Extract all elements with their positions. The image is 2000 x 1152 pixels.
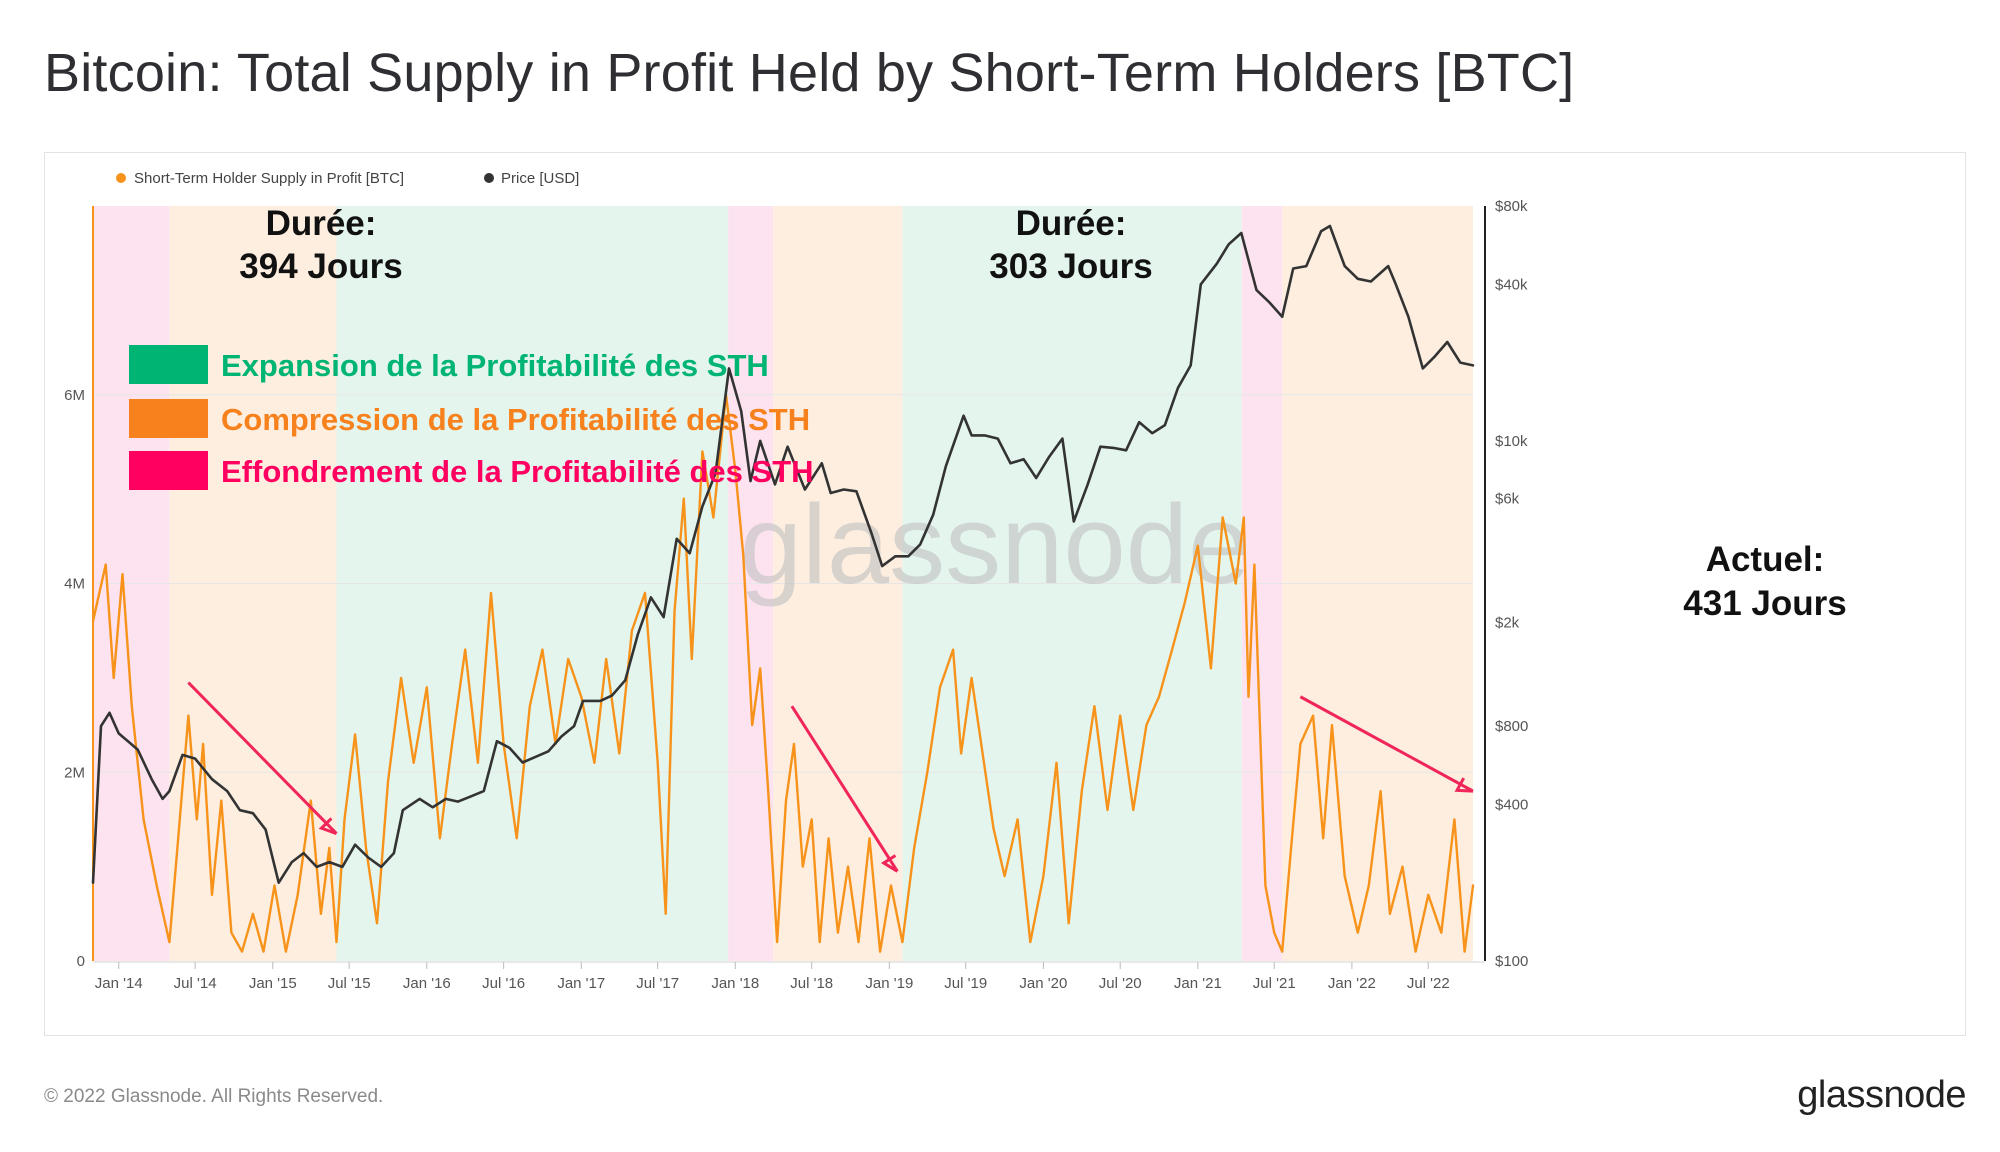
trend-arrow xyxy=(187,681,338,835)
legend-swatch-price xyxy=(484,173,494,183)
chart: glassnode 0 2M 4M 6M $100 $400 $800 $2k $6k $10k $… xyxy=(64,170,1847,992)
gridlines xyxy=(93,394,1473,773)
x-tick-label: Jul '20 xyxy=(1099,975,1142,992)
trend-arrow-head xyxy=(1454,777,1474,793)
x-tick-label: Jan '22 xyxy=(1328,975,1376,992)
y-left-tick-label: 2M xyxy=(64,764,85,781)
y-left-tick-label: 4M xyxy=(64,576,85,593)
x-tick-label: Jul '22 xyxy=(1407,975,1450,992)
series-sth-supply-line xyxy=(91,393,1475,953)
annotation-1-line1: Durée: xyxy=(266,204,377,243)
y-left-tick-label: 0 xyxy=(77,953,85,970)
y-right-tick-label: $2k xyxy=(1495,615,1520,632)
annotation-2-line1: Durée: xyxy=(1016,204,1127,243)
phase-label-compression: Compression de la Profitabilité des STH xyxy=(221,402,810,437)
chart-panel: glassnode 0 2M 4M 6M $100 $400 $800 $2k $6k $10k $… xyxy=(44,152,1966,1036)
x-tick-label: Jan '15 xyxy=(249,975,297,992)
y-left-tick-label: 6M xyxy=(64,387,85,404)
y-right-tick-label: $10k xyxy=(1495,433,1528,450)
x-tick-label: Jan '17 xyxy=(557,975,605,992)
annotation-3-line2: 431 Jours xyxy=(1683,584,1846,623)
phase-legend: Expansion de la Profitabilité des STH Co… xyxy=(129,345,814,490)
chart-legend[interactable]: Short-Term Holder Supply in Profit [BTC]… xyxy=(116,170,579,187)
x-tick-label: Jul '21 xyxy=(1253,975,1296,992)
x-tick-label: Jan '20 xyxy=(1019,975,1067,992)
trend-arrow xyxy=(1299,695,1474,793)
annotation-2-line2: 303 Jours xyxy=(989,247,1152,286)
annotation-3-line1: Actuel: xyxy=(1706,540,1825,579)
trend-arrow xyxy=(790,705,899,873)
legend-swatch-sth xyxy=(116,173,126,183)
phase-label-collapse: Effondrement de la Profitabilité des STH xyxy=(221,454,814,489)
series-price-line xyxy=(91,224,1475,884)
x-tick-label: Jul '16 xyxy=(482,975,525,992)
y-right-tick-label: $40k xyxy=(1495,276,1528,293)
x-tick-label: Jan '18 xyxy=(711,975,759,992)
x-tick-label: Jul '14 xyxy=(174,975,217,992)
glassnode-logo[interactable]: glassnode xyxy=(1797,1074,1966,1116)
y-right-tick-label: $6k xyxy=(1495,491,1520,508)
x-tick-label: Jul '15 xyxy=(328,975,371,992)
annotation-1-line2: 394 Jours xyxy=(239,247,402,286)
x-tick-label: Jul '18 xyxy=(790,975,833,992)
x-tick-label: Jul '19 xyxy=(944,975,987,992)
x-tick-label: Jan '19 xyxy=(865,975,913,992)
y-right-tick-label: $80k xyxy=(1495,198,1528,215)
phase-label-expansion: Expansion de la Profitabilité des STH xyxy=(221,348,769,383)
phase-swatch-compression xyxy=(129,399,208,438)
y-right-tick-label: $100 xyxy=(1495,953,1528,970)
y-right-tick-label: $800 xyxy=(1495,718,1528,735)
phase-swatch-expansion xyxy=(129,345,208,384)
series-lines xyxy=(91,224,1475,953)
copyright-text: © 2022 Glassnode. All Rights Reserved. xyxy=(44,1086,384,1107)
x-tick-label: Jan '16 xyxy=(403,975,451,992)
phase-swatch-collapse xyxy=(129,451,208,490)
trend-arrow-head xyxy=(318,817,338,836)
y-right-tick-label: $400 xyxy=(1495,796,1528,813)
axes: 0 2M 4M 6M $100 $400 $800 $2k $6k $10k $40k $80k Jan… xyxy=(64,198,1528,992)
x-tick-label: Jul '17 xyxy=(636,975,679,992)
duration-annotations: Durée: 394 Jours Durée: 303 Jours Actuel… xyxy=(239,204,1846,623)
legend-label-price: Price [USD] xyxy=(501,170,579,187)
trend-arrow-head xyxy=(880,854,899,873)
page-title: Bitcoin: Total Supply in Profit Held by … xyxy=(44,43,1575,103)
x-tick-label: Jan '14 xyxy=(95,975,143,992)
x-tick-label: Jan '21 xyxy=(1174,975,1222,992)
watermark: glassnode xyxy=(740,482,1251,607)
legend-label-sth: Short-Term Holder Supply in Profit [BTC] xyxy=(134,170,404,187)
trend-arrows xyxy=(187,681,1474,873)
